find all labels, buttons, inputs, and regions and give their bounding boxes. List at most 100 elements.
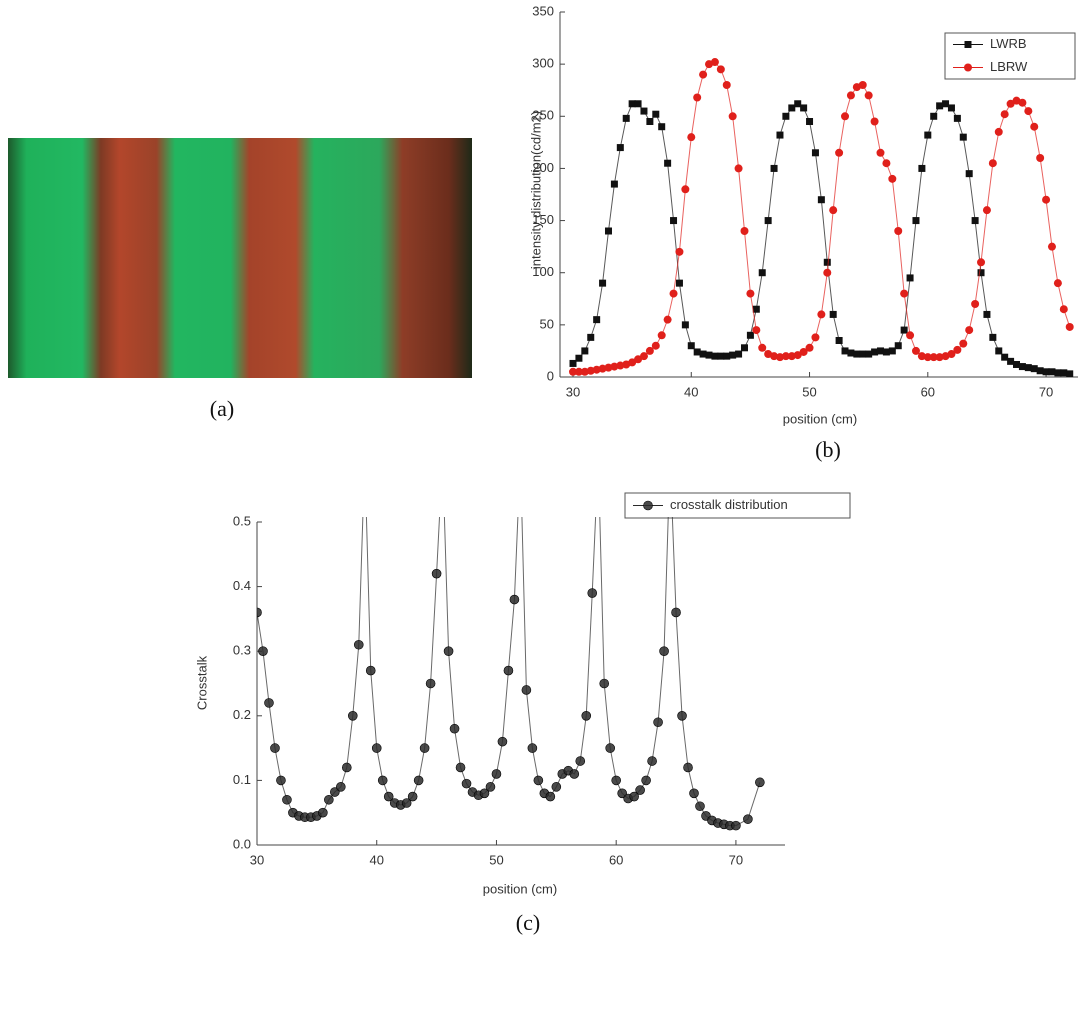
marker [787,352,796,361]
photo [8,138,472,378]
marker [521,685,532,695]
marker [900,326,908,334]
marker [710,58,719,67]
marker [533,775,544,786]
marker [711,352,719,360]
marker [870,117,879,126]
marker [645,346,654,355]
caption: (a) [210,396,234,421]
marker [923,353,932,362]
marker [622,114,630,122]
marker [497,736,508,747]
marker [652,110,660,118]
marker [681,321,689,329]
x-tick-label: 60 [921,384,935,399]
x-tick-label: 40 [369,852,383,867]
marker [365,665,376,676]
marker [616,144,624,152]
marker [1018,363,1026,371]
marker [988,159,997,168]
marker [647,756,657,766]
marker [683,762,693,773]
y-tick-label: 50 [540,316,554,331]
legend-marker [964,41,972,48]
marker [823,258,831,266]
marker [743,814,753,824]
marker [758,343,767,352]
marker [258,646,268,657]
marker [770,164,778,172]
x-tick-label: 70 [729,852,743,867]
marker [503,665,514,676]
marker [811,149,819,157]
legend-label: LWRB [990,36,1027,51]
marker [1030,122,1039,131]
caption: (c) [516,910,540,935]
marker [605,743,615,753]
marker [610,180,618,188]
marker [755,777,765,788]
marker [658,123,666,131]
marker [924,131,932,139]
marker [930,112,938,120]
marker [982,206,991,215]
marker [599,279,607,287]
marker [888,347,896,355]
marker [545,791,556,802]
marker [347,710,358,721]
y-tick-label: 0.5 [233,513,251,528]
marker [611,775,621,786]
marker [947,104,955,112]
marker [1036,367,1044,375]
marker [740,227,749,235]
x-tick-label: 30 [250,852,264,867]
marker [735,350,743,358]
marker [675,279,683,287]
marker [580,367,589,376]
marker [781,352,790,361]
x-tick-label: 50 [802,384,816,399]
marker [1065,322,1074,331]
marker [841,112,850,121]
marker [640,107,648,115]
marker [805,343,814,352]
marker [675,247,684,256]
marker [599,678,610,689]
marker [516,453,525,462]
marker [443,646,454,657]
marker [965,326,974,335]
series [569,58,1074,376]
marker [977,258,986,267]
y-tick-label: 100 [532,264,554,279]
y-tick-label: 200 [532,160,554,175]
marker [859,350,867,358]
marker [657,331,666,340]
x-axis-label: position (cm) [783,411,857,426]
line [573,61,1071,373]
marker [953,345,962,354]
marker [575,354,583,362]
marker [900,289,909,298]
marker [947,350,956,359]
marker [687,133,696,142]
marker [894,227,903,235]
marker [1001,353,1009,361]
marker [794,100,802,108]
marker [569,769,580,779]
marker [858,81,867,89]
y-tick-label: 150 [532,212,554,227]
marker [336,782,346,792]
marker [628,100,636,108]
marker [935,353,944,362]
x-axis-label: position (cm) [483,881,557,896]
marker [829,310,837,318]
y-axis-label: Crosstalk [194,655,209,710]
x-tick-label: 40 [684,384,698,399]
marker [659,646,669,657]
marker [959,133,967,141]
marker [722,81,731,89]
marker [871,348,879,356]
marker [1007,357,1015,365]
marker [551,782,562,792]
